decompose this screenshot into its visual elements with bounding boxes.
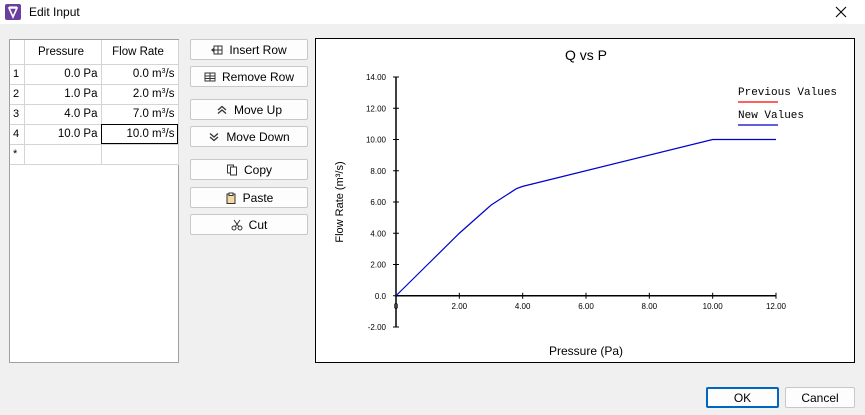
copy-icon: [226, 164, 237, 175]
cut-button[interactable]: Cut: [190, 214, 308, 235]
y-tick-label: 10.00: [366, 136, 387, 145]
close-icon: [835, 6, 847, 18]
y-tick-label: 14.00: [366, 73, 387, 82]
chart: Q vs P -2.00 0.0 2.00 4.00 6.00 8.00 10.00 12.00…: [334, 47, 837, 358]
flow-rate-cell[interactable]: 2.0 m3/s: [101, 84, 179, 105]
insert-row-icon: [211, 45, 223, 54]
x-tick-label: 6.00: [578, 302, 594, 311]
new-row[interactable]: *: [10, 144, 179, 165]
legend-label: Previous Values: [738, 87, 837, 99]
chart-title: Q vs P: [565, 47, 607, 63]
paste-label: Paste: [242, 190, 274, 205]
table-row[interactable]: 3 4.0 Pa 7.0 m3/s: [10, 104, 179, 125]
series-line-1: [395, 138, 776, 297]
paste-icon: [226, 192, 236, 204]
corner-cell: [10, 40, 25, 65]
paste-button[interactable]: Paste: [190, 187, 308, 208]
y-tick-label: -2.00: [368, 323, 387, 332]
y-tick-label: 4.00: [370, 229, 386, 238]
x-tick-label: 10.00: [703, 302, 724, 311]
y-tick-label: 6.00: [370, 198, 386, 207]
pressure-cell[interactable]: 10.0 Pa: [24, 124, 102, 145]
y-tick-label: 8.00: [370, 167, 386, 176]
row-header[interactable]: 3: [10, 104, 25, 125]
x-tick-label: 12.00: [766, 302, 787, 311]
chart-panel: Q vs P -2.00 0.0 2.00 4.00 6.00 8.00 10.00 12.00…: [315, 38, 855, 363]
remove-row-icon: [204, 72, 216, 81]
pressure-cell[interactable]: 4.0 Pa: [24, 104, 102, 125]
row-header[interactable]: 2: [10, 84, 25, 105]
window-title: Edit Input: [29, 5, 80, 19]
new-row-marker[interactable]: *: [10, 144, 25, 165]
row-header[interactable]: 4: [10, 124, 25, 145]
copy-label: Copy: [243, 162, 272, 177]
insert-row-button[interactable]: Insert Row: [190, 39, 308, 60]
data-grid[interactable]: Pressure Flow Rate 1 0.0 Pa 0.0 m3/s 2 1…: [9, 39, 179, 363]
x-tick-label: 0: [394, 302, 399, 311]
flow-rate-cell-selected[interactable]: 10.0 m3/s: [101, 124, 179, 145]
row-header[interactable]: 1: [10, 64, 25, 85]
y-axis-label: Flow Rate (m³/s): [334, 161, 346, 242]
flow-rate-cell[interactable]: [101, 144, 179, 165]
remove-row-label: Remove Row: [221, 69, 295, 84]
move-down-label: Move Down: [226, 129, 290, 144]
legend-label: New Values: [738, 110, 804, 122]
copy-button[interactable]: Copy: [190, 159, 308, 180]
y-tick-label: 2.00: [370, 261, 386, 270]
x-tick-label: 2.00: [452, 302, 468, 311]
x-tick-label: 4.00: [515, 302, 531, 311]
column-header-pressure[interactable]: Pressure: [24, 40, 102, 65]
ok-button[interactable]: OK: [706, 387, 779, 408]
x-tick-label: 8.00: [642, 302, 658, 311]
table-row[interactable]: 1 0.0 Pa 0.0 m3/s: [10, 64, 179, 85]
flow-rate-cell[interactable]: 7.0 m3/s: [101, 104, 179, 125]
grid-header-row: Pressure Flow Rate: [10, 40, 179, 65]
insert-row-label: Insert Row: [229, 42, 287, 57]
y-tick-label: 12.00: [366, 104, 387, 113]
remove-row-button[interactable]: Remove Row: [190, 66, 308, 87]
cancel-button[interactable]: Cancel: [785, 387, 855, 408]
move-up-label: Move Up: [233, 102, 283, 117]
close-button[interactable]: [826, 0, 856, 24]
table-row[interactable]: 2 1.0 Pa 2.0 m3/s: [10, 84, 179, 105]
table-row[interactable]: 4 10.0 Pa 10.0 m3/s: [10, 124, 179, 145]
title-bar: Edit Input: [0, 0, 865, 24]
double-chevron-up-icon: [217, 105, 227, 114]
flow-rate-cell[interactable]: 0.0 m3/s: [101, 64, 179, 85]
move-up-button[interactable]: Move Up: [190, 99, 308, 120]
pressure-cell[interactable]: 0.0 Pa: [24, 64, 102, 85]
y-tick-label: 0.0: [375, 292, 387, 301]
x-axis-label: Pressure (Pa): [549, 344, 623, 358]
cut-label: Cut: [248, 217, 268, 232]
pressure-cell[interactable]: 1.0 Pa: [24, 84, 102, 105]
column-header-flow-rate[interactable]: Flow Rate: [101, 40, 179, 65]
scissors-icon: [231, 219, 243, 230]
app-icon: [5, 4, 21, 20]
move-down-button[interactable]: Move Down: [190, 126, 308, 147]
pressure-cell[interactable]: [24, 144, 102, 165]
double-chevron-down-icon: [209, 132, 219, 141]
